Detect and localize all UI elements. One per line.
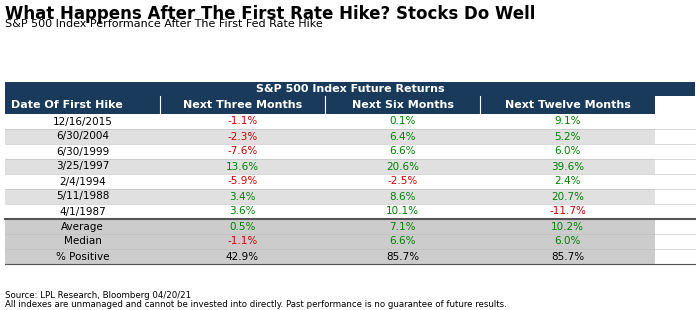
Bar bbox=[5, 189, 160, 204]
Bar bbox=[480, 114, 655, 129]
Bar bbox=[325, 234, 480, 249]
Text: 20.6%: 20.6% bbox=[386, 162, 419, 171]
Text: What Happens After The First Rate Hike? Stocks Do Well: What Happens After The First Rate Hike? … bbox=[5, 5, 536, 23]
Text: 3.4%: 3.4% bbox=[230, 192, 256, 202]
Text: Next Three Months: Next Three Months bbox=[183, 100, 302, 110]
Text: -1.1%: -1.1% bbox=[228, 237, 258, 246]
Bar bbox=[325, 114, 480, 129]
Bar bbox=[480, 159, 655, 174]
Bar bbox=[480, 234, 655, 249]
Bar bbox=[160, 159, 325, 174]
Text: 13.6%: 13.6% bbox=[226, 162, 259, 171]
Bar bbox=[325, 249, 480, 264]
Bar bbox=[160, 189, 325, 204]
Text: S&P 500 Index Performance After The First Fed Rate Hike: S&P 500 Index Performance After The Firs… bbox=[5, 19, 323, 29]
Bar bbox=[325, 204, 480, 219]
Text: 6/30/2004: 6/30/2004 bbox=[56, 131, 109, 141]
Bar bbox=[160, 129, 325, 144]
Bar bbox=[5, 234, 160, 249]
Text: Next Six Months: Next Six Months bbox=[351, 100, 454, 110]
Text: All indexes are unmanaged and cannot be invested into directly. Past performance: All indexes are unmanaged and cannot be … bbox=[5, 300, 507, 309]
Bar bbox=[325, 174, 480, 189]
Text: 9.1%: 9.1% bbox=[554, 117, 581, 126]
Text: 5/11/1988: 5/11/1988 bbox=[56, 192, 109, 202]
Text: 6/30/1999: 6/30/1999 bbox=[56, 147, 109, 157]
Text: 6.6%: 6.6% bbox=[389, 237, 416, 246]
Bar bbox=[325, 159, 480, 174]
Bar bbox=[5, 219, 160, 234]
Bar bbox=[480, 204, 655, 219]
Text: 8.6%: 8.6% bbox=[389, 192, 416, 202]
Bar bbox=[160, 144, 325, 159]
Bar bbox=[5, 144, 160, 159]
Bar bbox=[5, 82, 695, 96]
Text: 5.2%: 5.2% bbox=[554, 131, 581, 141]
Bar bbox=[480, 189, 655, 204]
Text: Date Of First Hike: Date Of First Hike bbox=[11, 100, 122, 110]
Bar bbox=[160, 114, 325, 129]
Text: -1.1%: -1.1% bbox=[228, 117, 258, 126]
Text: -2.3%: -2.3% bbox=[228, 131, 258, 141]
Bar bbox=[160, 249, 325, 264]
Text: 6.0%: 6.0% bbox=[554, 237, 581, 246]
Bar bbox=[5, 114, 160, 129]
Bar bbox=[480, 144, 655, 159]
Bar bbox=[325, 144, 480, 159]
Bar bbox=[480, 174, 655, 189]
Bar bbox=[5, 159, 160, 174]
Text: S&P 500 Index Future Returns: S&P 500 Index Future Returns bbox=[256, 84, 444, 94]
Bar bbox=[5, 249, 160, 264]
Text: 42.9%: 42.9% bbox=[226, 251, 259, 262]
Text: 10.1%: 10.1% bbox=[386, 206, 419, 216]
Text: % Positive: % Positive bbox=[56, 251, 109, 262]
Bar bbox=[325, 129, 480, 144]
Bar bbox=[160, 96, 325, 114]
Text: 0.5%: 0.5% bbox=[230, 222, 256, 232]
Bar bbox=[480, 219, 655, 234]
Text: 3/25/1997: 3/25/1997 bbox=[56, 162, 109, 171]
Text: 0.1%: 0.1% bbox=[389, 117, 416, 126]
Text: -7.6%: -7.6% bbox=[228, 147, 258, 157]
Bar bbox=[480, 249, 655, 264]
Text: -2.5%: -2.5% bbox=[387, 176, 418, 187]
Text: Median: Median bbox=[64, 237, 102, 246]
Text: 7.1%: 7.1% bbox=[389, 222, 416, 232]
Bar bbox=[5, 129, 160, 144]
Text: Next Twelve Months: Next Twelve Months bbox=[505, 100, 631, 110]
Text: 3.6%: 3.6% bbox=[230, 206, 256, 216]
Bar bbox=[160, 174, 325, 189]
Bar bbox=[160, 234, 325, 249]
Text: Average: Average bbox=[61, 222, 104, 232]
Text: 85.7%: 85.7% bbox=[386, 251, 419, 262]
Bar bbox=[5, 174, 160, 189]
Text: 12/16/2015: 12/16/2015 bbox=[52, 117, 113, 126]
Text: 6.6%: 6.6% bbox=[389, 147, 416, 157]
Text: 39.6%: 39.6% bbox=[551, 162, 584, 171]
Text: Source: LPL Research, Bloomberg 04/20/21: Source: LPL Research, Bloomberg 04/20/21 bbox=[5, 291, 191, 300]
Text: 2/4/1994: 2/4/1994 bbox=[59, 176, 106, 187]
Text: -5.9%: -5.9% bbox=[228, 176, 258, 187]
Bar bbox=[325, 96, 480, 114]
Text: 2.4%: 2.4% bbox=[554, 176, 581, 187]
Bar bbox=[480, 129, 655, 144]
Text: 4/1/1987: 4/1/1987 bbox=[59, 206, 106, 216]
Bar bbox=[160, 204, 325, 219]
Text: 6.0%: 6.0% bbox=[554, 147, 581, 157]
Bar bbox=[5, 204, 160, 219]
Text: 10.2%: 10.2% bbox=[551, 222, 584, 232]
Bar bbox=[5, 96, 160, 114]
Bar bbox=[480, 96, 655, 114]
Text: -11.7%: -11.7% bbox=[549, 206, 586, 216]
Text: 20.7%: 20.7% bbox=[551, 192, 584, 202]
Bar bbox=[325, 219, 480, 234]
Bar bbox=[160, 219, 325, 234]
Bar bbox=[325, 189, 480, 204]
Text: 6.4%: 6.4% bbox=[389, 131, 416, 141]
Text: 85.7%: 85.7% bbox=[551, 251, 584, 262]
